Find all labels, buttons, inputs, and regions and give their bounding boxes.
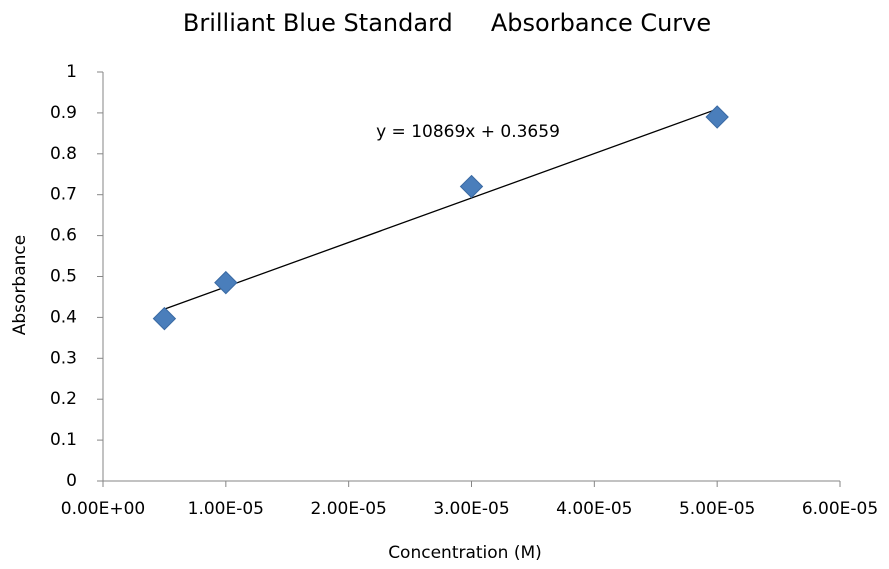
data-point [152,306,177,331]
x-tick-label: 5.00E-05 [679,499,755,519]
x-tick-label: 0.00E+00 [61,499,145,519]
y-tick-label: 0 [66,471,77,491]
y-tick-label: 0.7 [50,185,77,205]
y-axis-label: Absorbance [10,235,30,335]
chart-title: Brilliant Blue Standard Absorbance Curve [183,9,711,37]
data-point [459,174,484,199]
y-tick-label: 1 [66,62,77,82]
y-tick-label: 0.9 [50,103,77,123]
y-tick-label: 0.6 [50,226,77,246]
x-axis-label: Concentration (M) [388,543,542,563]
trendline-label: y = 10869x + 0.3659 [376,122,560,142]
y-tick-label: 0.8 [50,144,77,164]
x-tick-label: 6.00E-05 [802,499,878,519]
y-tick-label: 0.3 [50,348,77,368]
x-tick-label: 1.00E-05 [188,499,264,519]
data-point [214,270,238,295]
x-tick-label: 2.00E-05 [310,499,386,519]
x-tick-label: 4.00E-05 [556,499,632,519]
y-tick-label: 0.5 [50,267,77,287]
y-tick-label: 0.2 [50,389,77,409]
x-tick-label: 3.00E-05 [433,499,509,519]
trendline [164,108,718,310]
y-tick-label: 0.4 [50,307,77,327]
y-tick-label: 0.1 [50,430,77,450]
data-point [705,105,729,129]
